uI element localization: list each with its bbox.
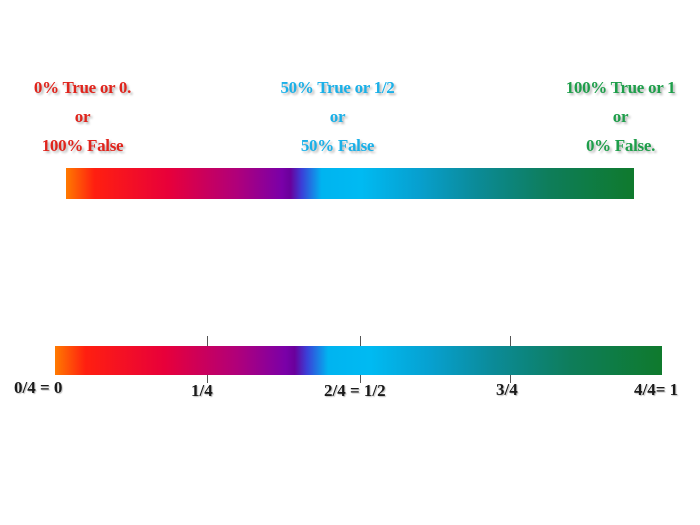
label-half-true-line-3: 50% False <box>300 136 375 155</box>
scale-label-one: 4/4= 1 <box>634 380 679 399</box>
label-zero-true-line-2: or <box>74 107 91 126</box>
label-full-true-line-3: 0% False. <box>585 136 656 155</box>
tick-mark-half <box>360 336 361 348</box>
tick-mark-quarter <box>207 336 208 348</box>
scale-label-three-quarter: 3/4 <box>496 380 518 399</box>
scale-label-half: 2/4 = 1/2 <box>324 381 386 400</box>
fraction-scale-bar <box>55 346 662 375</box>
tick-mark-three-quarter <box>510 336 511 348</box>
label-full-true-line-2: or <box>612 107 629 126</box>
label-half-true: 50% True or 1/2 or 50% False <box>265 73 410 160</box>
scale-label-zero: 0/4 = 0 <box>14 378 63 397</box>
label-half-true-line-2: or <box>329 107 346 126</box>
label-full-true: 100% True or 1 or 0% False. <box>548 73 693 160</box>
label-half-true-line-1: 50% True or 1/2 <box>280 78 395 97</box>
label-zero-true-line-3: 100% False <box>41 136 124 155</box>
label-zero-true: 0% True or 0. or 100% False <box>20 73 145 160</box>
scale-label-quarter: 1/4 <box>191 381 213 400</box>
tick-mark-quarter-lower <box>207 375 208 383</box>
tick-mark-half-lower <box>360 375 361 383</box>
label-zero-true-line-1: 0% True or 0. <box>33 78 132 97</box>
truth-gradient-bar <box>66 168 634 199</box>
tick-mark-three-quarter-lower <box>510 375 511 383</box>
label-full-true-line-1: 100% True or 1 <box>565 78 676 97</box>
